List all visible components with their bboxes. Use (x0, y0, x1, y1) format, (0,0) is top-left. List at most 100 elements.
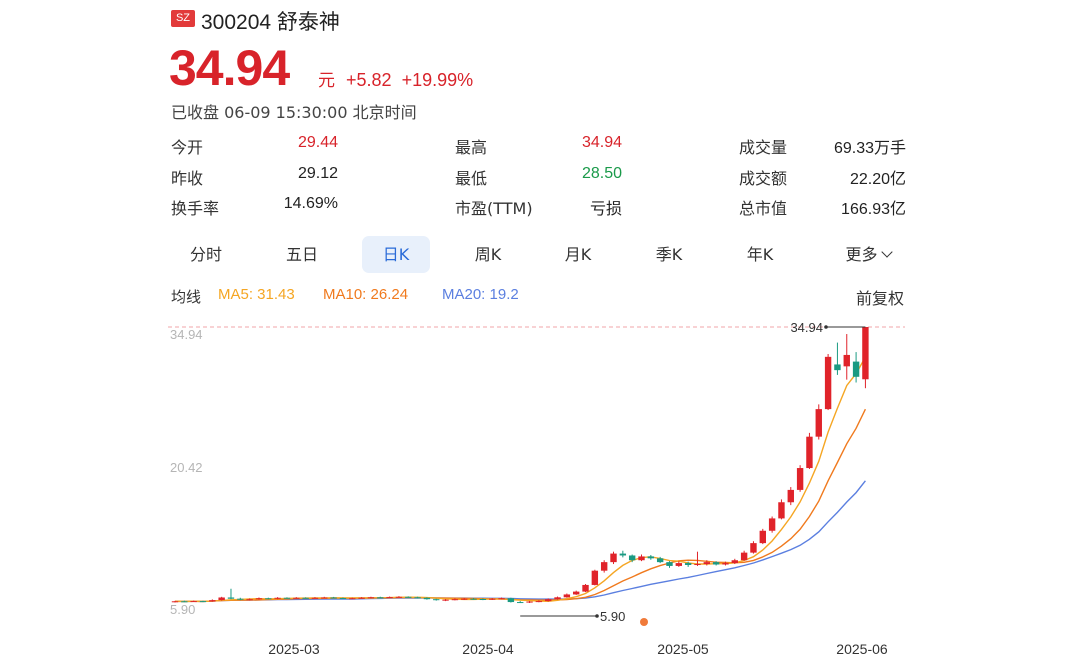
candle-body (824, 356, 832, 410)
candle-body (572, 591, 580, 595)
candle-body (349, 598, 356, 600)
candle-body (405, 596, 412, 598)
candle-body (479, 599, 487, 601)
stat-label: 市盈(TTM) (455, 199, 533, 218)
tab-monthly-k[interactable]: 月K (564, 245, 592, 264)
tab-more[interactable]: 更多 (826, 236, 910, 273)
candle-body (852, 361, 860, 377)
x-tick-label: 2025-05 (657, 641, 709, 657)
candle-body (283, 597, 291, 599)
stat-label: 今开 (171, 138, 204, 157)
stock-code-name: 300204 舒泰神 (201, 11, 340, 34)
tab-quarterly-k[interactable]: 季K (655, 245, 683, 264)
event-marker-dot (640, 618, 648, 626)
low-marker-label: 5.90 (600, 609, 625, 624)
candle-body (656, 558, 664, 563)
tab-five-day[interactable]: 五日 (285, 245, 318, 264)
candle-body (498, 598, 505, 600)
y-tick-label: 20.42 (170, 460, 203, 475)
candle-body (209, 600, 216, 602)
candle-body (554, 597, 561, 600)
candle-body (190, 601, 197, 603)
candle-body (703, 562, 711, 565)
stat-label: 最低 (455, 169, 488, 188)
candle-body (507, 598, 515, 603)
ma-legend: 均线 (171, 286, 201, 307)
candle-body (377, 597, 384, 599)
candle-body (815, 409, 822, 437)
candle-body (227, 597, 235, 599)
candle-body (414, 597, 421, 599)
candle-body (796, 468, 804, 490)
candle-body (563, 594, 571, 598)
candle-body (274, 597, 281, 599)
adjust-mode[interactable]: 前复权 (856, 289, 905, 308)
candle-body (787, 489, 794, 503)
candle-body (218, 597, 225, 601)
candle-body (666, 562, 673, 566)
high-marker-dot (824, 325, 828, 329)
candle-body (778, 502, 785, 519)
candle-body (675, 563, 683, 566)
tab-weekly-k[interactable]: 周K (474, 245, 502, 264)
candle-body (545, 599, 552, 602)
tab-daily-k[interactable]: 日K (362, 236, 430, 273)
stat-value: 亏损 (589, 201, 622, 218)
candle-body (684, 563, 692, 565)
price-unit: 元 (318, 71, 335, 91)
candle-body (246, 599, 253, 601)
candle-body (740, 552, 748, 561)
candle-body (199, 601, 207, 603)
price-change: +5.82 +19.99% (346, 70, 473, 91)
ma5-value: MA5: 31.43 (218, 286, 295, 303)
candle-body (321, 597, 328, 599)
tab-yearly-k[interactable]: 年K (746, 245, 774, 264)
candle-body (423, 597, 431, 600)
candle-body (470, 598, 477, 600)
candle-body (862, 327, 869, 380)
stat-value: 69.33万手 (833, 140, 906, 157)
x-tick-label: 2025-06 (836, 641, 888, 657)
candle-body (339, 598, 347, 600)
tab-intraday[interactable]: 分时 (189, 245, 222, 264)
ma10-value: MA10: 26.24 (323, 286, 409, 303)
candle-body (582, 584, 589, 592)
ma-label: 均线 (171, 288, 202, 306)
kline-chart[interactable]: 34.94 20.42 5.90 2025-03 2025-04 2025-05 2025-… (0, 315, 1080, 664)
candle-body (600, 562, 608, 571)
candle-body (433, 599, 440, 601)
ma5-line (174, 356, 867, 603)
stat-label: 换手率 (171, 199, 220, 218)
candle-body (293, 597, 300, 599)
stat-value: 166.93亿 (841, 201, 906, 218)
candle-body (638, 556, 645, 561)
y-tick-label: 34.94 (170, 327, 203, 342)
candle-body (647, 556, 655, 559)
candle-body (722, 563, 729, 565)
tab-more-label: 更多 (845, 245, 878, 264)
candle-body (386, 597, 393, 599)
candle-body (451, 599, 459, 601)
candle-body (843, 354, 850, 367)
exchange-badge: SZ (171, 10, 195, 27)
candle-body (535, 601, 543, 603)
candle-body (694, 564, 701, 566)
candle-body (619, 553, 627, 556)
change-amount: +5.82 (346, 70, 392, 90)
market-status: 已收盘 06-09 15:30:00 北京时间 (171, 103, 417, 122)
stat-value: 28.50 (581, 165, 622, 182)
ma20-value: MA20: 19.2 (442, 286, 519, 303)
current-price: 34.94 (169, 40, 290, 96)
low-marker-dot (595, 614, 599, 618)
candle-body (171, 601, 179, 603)
candle-body (526, 601, 533, 603)
y-tick-label: 5.90 (170, 602, 195, 617)
candle-body (517, 602, 524, 604)
candle-body (311, 597, 319, 599)
x-tick-label: 2025-03 (268, 641, 320, 657)
stat-value: 34.94 (581, 134, 622, 151)
candle-body (461, 598, 468, 600)
candle-body (265, 598, 272, 600)
candle-body (610, 553, 617, 563)
candle-body (181, 601, 188, 603)
